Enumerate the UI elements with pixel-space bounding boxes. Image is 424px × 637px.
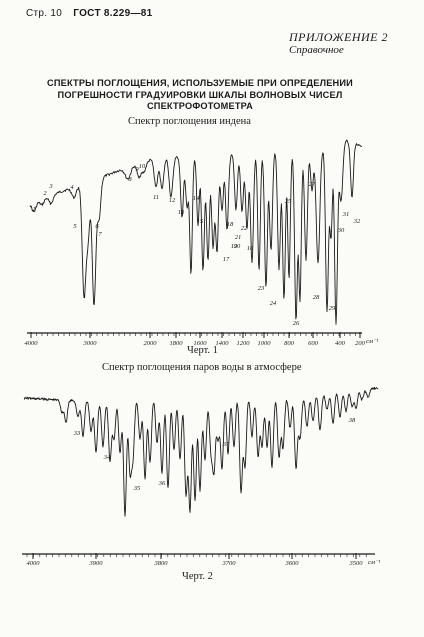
band-label: 2 — [43, 190, 47, 197]
band-label: 27 — [309, 181, 316, 188]
band-label: 7 — [98, 231, 102, 238]
spectrum-line — [23, 386, 379, 517]
band-label: 21 — [235, 234, 242, 241]
band-label: 31 — [342, 211, 350, 218]
band-label: 16 — [247, 245, 254, 252]
x-unit-label: см⁻¹ — [368, 559, 380, 566]
band-label: 20 — [234, 243, 241, 250]
band-label: 5 — [73, 223, 77, 230]
x-tick-label: 4000 — [25, 340, 39, 347]
x-tick-label: 4000 — [27, 560, 41, 567]
appendix-title: ПРИЛОЖЕНИЕ 2 — [289, 30, 388, 44]
x-tick-label: 1800 — [170, 340, 184, 347]
band-label: 14 — [193, 195, 200, 202]
band-label: 34 — [103, 454, 111, 461]
band-label: 32 — [353, 218, 361, 225]
heading-line-3: СПЕКТРОФОТОМЕТРА — [146, 101, 254, 111]
x-tick-label: 3800 — [154, 560, 169, 567]
band-label: 11 — [153, 194, 159, 201]
band-label: 30 — [337, 227, 345, 234]
band-label: 4 — [70, 184, 74, 191]
band-label: 6 — [95, 223, 99, 230]
x-tick-label: 3500 — [349, 560, 364, 567]
band-label: 12 — [169, 197, 176, 204]
heading-line-1: СПЕКТРЫ ПОГЛОЩЕНИЯ, ИСПОЛЬЗУЕМЫЕ ПРИ ОПР… — [47, 78, 353, 88]
appendix-subtitle: Справочное — [289, 44, 344, 56]
x-unit-label: см⁻¹ — [366, 338, 378, 345]
band-label: 33 — [73, 430, 81, 437]
band-label: 9 — [135, 166, 139, 173]
chart-2-caption: Черт. 2 — [182, 571, 213, 582]
x-tick-label: 3900 — [89, 560, 104, 567]
chart-1-title: Спектр поглощения индена — [128, 116, 251, 127]
band-label: 8 — [128, 176, 132, 183]
band-label: 24 — [270, 300, 277, 307]
band-label: 18 — [227, 221, 234, 228]
band-label: 29 — [329, 305, 336, 312]
x-tick-label: 200 — [355, 340, 366, 347]
x-tick-label: 3600 — [285, 560, 300, 567]
heading-line-2: ПОГРЕШНОСТИ ГРАДУИРОВКИ ШКАЛЫ ВОЛНОВЫХ Ч… — [57, 89, 343, 100]
band-label: 38 — [348, 417, 356, 424]
chart-1-caption: Черт. 1 — [187, 345, 218, 356]
x-tick-label: 3700 — [222, 560, 237, 567]
band-label: 26 — [293, 320, 300, 327]
x-tick-label: 800 — [284, 340, 295, 347]
standard-number: ГОСТ 8.229—81 — [73, 8, 153, 19]
appendix-block: ПРИЛОЖЕНИЕ 2 Справочное — [289, 31, 388, 57]
band-label: 15 — [197, 218, 204, 225]
x-tick-label: 3000 — [83, 340, 98, 347]
band-label: 1 — [32, 206, 35, 213]
band-label: 13 — [178, 209, 185, 216]
x-tick-label: 400 — [335, 340, 346, 347]
x-tick-label: 1000 — [258, 340, 272, 347]
band-label: 3 — [48, 183, 53, 190]
page-label: Стр. 10 — [26, 8, 63, 19]
spectrum-line — [29, 139, 363, 325]
band-label: 35 — [133, 485, 141, 492]
x-tick-label: 1200 — [237, 340, 251, 347]
band-label: 23 — [258, 285, 265, 292]
section-heading: СПЕКТРЫ ПОГЛОЩЕНИЯ, ИСПОЛЬЗУЕМЫЕ ПРИ ОПР… — [40, 78, 360, 113]
chart-2-title: Спектр поглощения паров воды в атмосфере — [102, 362, 302, 373]
band-label: 36 — [158, 480, 166, 487]
x-tick-label: 1400 — [216, 340, 230, 347]
band-label: 28 — [313, 294, 320, 301]
band-label: 10 — [139, 163, 146, 170]
x-tick-label: 1600 — [194, 340, 208, 347]
page-header: Стр. 10 ГОСТ 8.229—81 — [26, 8, 152, 19]
x-tick-label: 2000 — [144, 340, 158, 347]
band-label: 19 — [231, 243, 238, 250]
x-tick-label: 600 — [308, 340, 319, 347]
band-label: 17 — [223, 256, 230, 263]
band-label: 25 — [285, 198, 292, 205]
band-label: 22 — [241, 225, 248, 232]
band-label: 37 — [222, 441, 230, 448]
